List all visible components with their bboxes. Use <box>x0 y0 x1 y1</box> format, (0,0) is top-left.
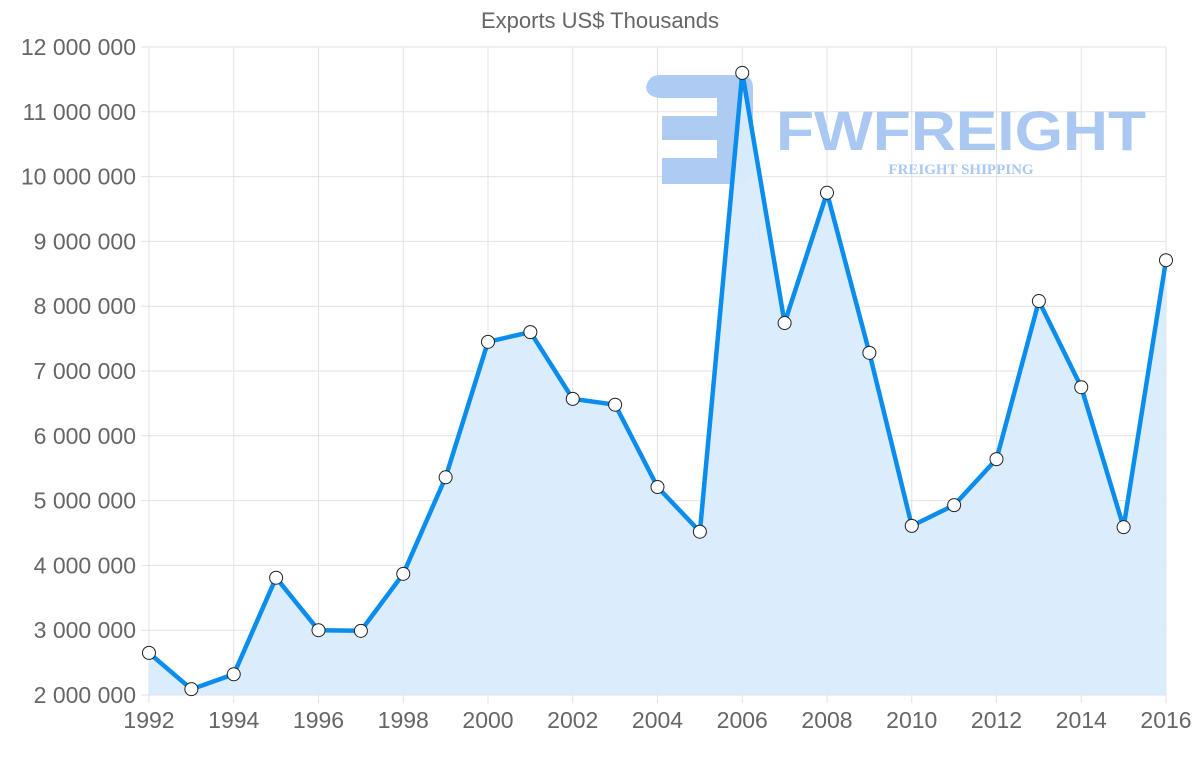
data-point-marker[interactable]: 2003: 6480000 <box>608 397 623 412</box>
data-point-marker[interactable]: 2008: 9750000 <box>820 185 834 200</box>
x-tick-label: 2006 <box>717 707 768 733</box>
x-tick-label: 2004 <box>632 707 683 733</box>
watermark-brand: FWFREIGHT <box>776 99 1146 162</box>
x-tick-label: 2002 <box>547 707 598 733</box>
data-point-marker[interactable]: 2005: 4520000 <box>692 524 707 539</box>
data-point-marker[interactable]: 2013: 8080000 <box>1031 294 1046 309</box>
y-tick-label: 12 000 000 <box>21 34 136 60</box>
data-point-marker[interactable]: 2007: 7740000 <box>777 316 792 331</box>
watermark-tagline: FREIGHT SHIPPING <box>888 162 1033 178</box>
y-tick-label: 6 000 000 <box>34 423 136 449</box>
data-point-marker[interactable]: 1993: 2090000 <box>184 682 199 697</box>
data-point-marker[interactable]: 1995: 3810000 <box>269 570 284 585</box>
y-tick-label: 10 000 000 <box>21 164 136 190</box>
data-point-marker[interactable]: 2012: 5640000 <box>989 452 1004 467</box>
chart-title: Exports US$ Thousands <box>480 8 720 33</box>
data-point-marker[interactable]: 2014: 6750000 <box>1074 380 1089 395</box>
data-point-marker[interactable]: 1999: 5360000 <box>438 470 453 485</box>
data-point-marker[interactable]: 2010: 4610000 <box>904 518 919 533</box>
data-point-marker[interactable]: 2015: 4590000 <box>1116 520 1131 535</box>
y-tick-label: 11 000 000 <box>23 99 136 125</box>
y-tick-label: 7 000 000 <box>34 358 136 384</box>
data-point-marker[interactable]: 2002: 6570000 <box>565 391 580 406</box>
y-tick-label: 9 000 000 <box>34 228 136 254</box>
y-axis: 12 000 000 11 000 000 10 000 000 9 000 000 8… <box>21 34 136 708</box>
x-tick-label: 2012 <box>971 707 1022 733</box>
data-point-marker[interactable]: 2011: 4930000 <box>947 498 962 513</box>
data-point-marker[interactable]: 2000: 7450000 <box>481 334 495 349</box>
series-area <box>149 72 1166 695</box>
data-point-marker[interactable]: 1997: 2990000 <box>353 623 368 638</box>
x-tick-label: 1996 <box>293 707 344 733</box>
fwfreight-logo-icon <box>646 75 753 184</box>
data-point-marker[interactable]: 2004: 5210000 <box>650 479 665 494</box>
data-point-marker[interactable]: 2001: 7600000 <box>523 325 538 340</box>
y-tick-label: 5 000 000 <box>34 488 136 514</box>
x-tick-label: 2016 <box>1140 707 1191 733</box>
x-tick-label: 2000 <box>462 707 513 733</box>
x-tick-label: 1992 <box>123 707 174 733</box>
x-tick-label: 2014 <box>1056 707 1107 733</box>
data-markers: 1992: 2650000 1993: 2090000 1994: 2320000 1… <box>142 65 1173 697</box>
y-tick-label: 2 000 000 <box>34 682 136 708</box>
data-point-marker[interactable]: 2016: 8710000 <box>1159 253 1173 268</box>
x-axis: 1992 1994 1996 1998 2000 2002 2004 2006 2008 2010… <box>123 707 1191 733</box>
y-tick-label: 4 000 000 <box>34 552 136 578</box>
data-point-marker[interactable]: 1992: 2650000 <box>142 645 156 660</box>
x-tick-label: 1994 <box>208 707 259 733</box>
y-tick-label: 3 000 000 <box>34 617 136 643</box>
data-point-marker[interactable]: 1998: 3870000 <box>396 566 411 581</box>
data-point-marker[interactable]: 2006: 11600000 <box>735 65 750 80</box>
data-point-marker[interactable]: 2009: 7280000 <box>862 345 877 360</box>
x-tick-label: 2010 <box>886 707 937 733</box>
x-tick-label: 2008 <box>801 707 852 733</box>
y-tick-label: 8 000 000 <box>34 293 136 319</box>
x-tick-label: 1998 <box>378 707 429 733</box>
area-fill <box>149 72 1166 695</box>
data-point-marker[interactable]: 1994: 2320000 <box>226 667 241 682</box>
